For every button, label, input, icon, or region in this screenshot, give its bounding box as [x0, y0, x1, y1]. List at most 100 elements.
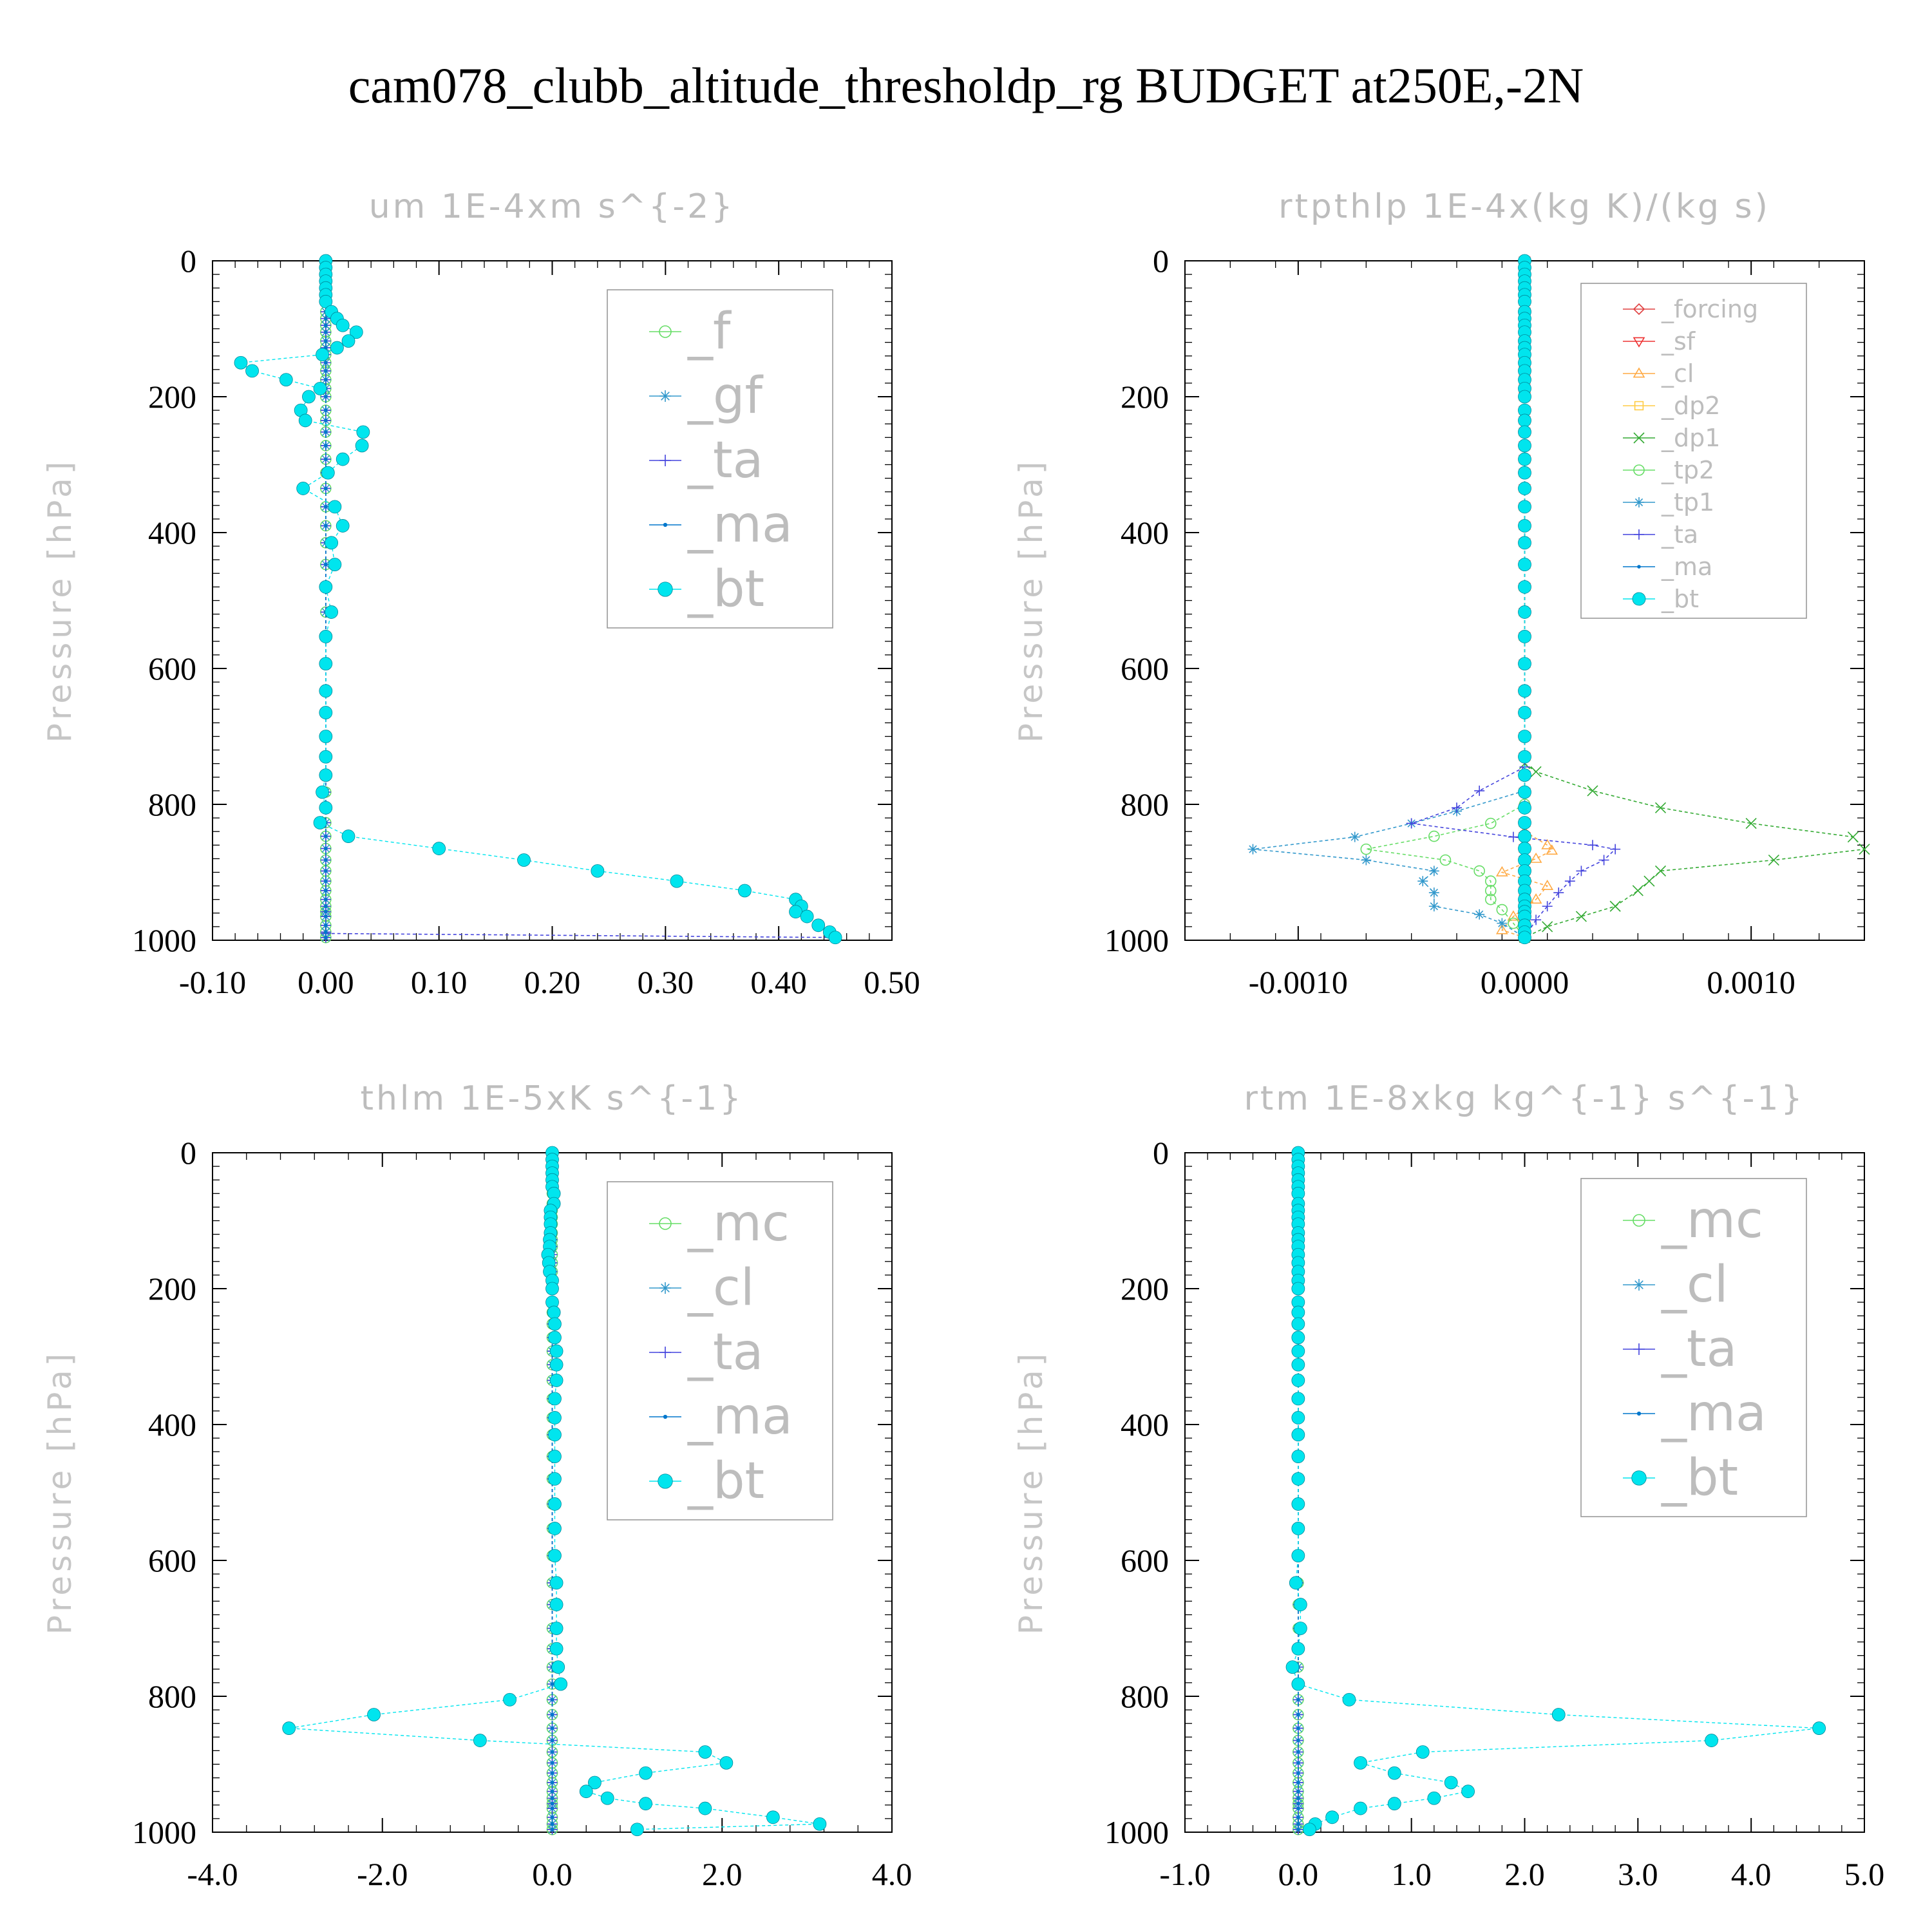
data-point: [1296, 1789, 1300, 1794]
data-point: [1296, 1738, 1300, 1743]
x-tick-labels: -0.10 0.00 0.10 0.20 0.30 0.40 0.50: [179, 261, 920, 1000]
legend-marker: [1634, 401, 1644, 411]
panel-title: thlm 1E-5xK s^{-1}: [361, 1079, 744, 1118]
data-point: [1406, 818, 1417, 829]
data-point: [550, 1806, 554, 1810]
legend-marker: [663, 522, 668, 527]
data-point: [1553, 887, 1564, 898]
x-tick-label: -0.0010: [1249, 964, 1348, 1000]
data-point: [1518, 730, 1531, 743]
legend-marker: [1633, 1214, 1645, 1227]
legend-marker: [1633, 464, 1645, 476]
data-point: [1285, 1660, 1300, 1674]
data-point: [1296, 1771, 1300, 1776]
data-point: [1643, 875, 1655, 887]
data-point: [550, 1698, 554, 1702]
data-point: [324, 923, 328, 927]
legend-label: _ma: [687, 1388, 793, 1446]
legend-box: [1580, 283, 1807, 619]
x-tick-labels: -0.0010 0.0000 0.0010: [1249, 261, 1795, 1000]
data-point: [245, 364, 259, 378]
series-line: [1524, 763, 1866, 938]
panel-rtm: 0 200 400 600 800 1000 -1.0 0.0 1.0 2.0 3.0 4.0 5.0…: [1012, 1079, 1884, 1892]
data-point: [1293, 1598, 1307, 1611]
data-point: [1530, 852, 1542, 863]
data-point: [1609, 900, 1621, 912]
data-point: [1293, 1622, 1307, 1635]
legend-marker: [658, 582, 673, 597]
series-marks: [1247, 254, 1870, 945]
panel-title: rtm 1E-8xkg kg^{-1} s^{-1}: [1244, 1079, 1804, 1118]
data-point: [324, 562, 328, 567]
x-tick-label: 0.0010: [1707, 964, 1795, 1000]
data-point: [550, 1789, 554, 1794]
data-point: [548, 1411, 562, 1425]
data-point: [1518, 536, 1531, 550]
data-point: [324, 879, 328, 884]
legend-marker: [1633, 337, 1645, 348]
data-point: [1518, 768, 1531, 782]
series-marks: [1285, 1146, 1826, 1837]
data-point: [319, 630, 333, 643]
data-point: [319, 800, 333, 815]
legend-marker: [659, 1347, 671, 1358]
figure-title: cam078_clubb_altitude_thresholdp_rg BUDG…: [348, 57, 1584, 113]
data-point: [1610, 844, 1621, 855]
data-point: [316, 348, 329, 361]
legend-box: [607, 1181, 833, 1520]
data-point: [1518, 842, 1531, 855]
data-point: [1291, 1392, 1305, 1406]
x-tick-labels: -1.0 0.0 1.0 2.0 3.0 4.0 5.0: [1159, 1153, 1884, 1892]
data-point: [324, 316, 328, 321]
y-tick-label: 1000: [1104, 1814, 1169, 1850]
data-point: [549, 1358, 564, 1372]
data-point: [1416, 1745, 1430, 1759]
data-point: [1291, 1282, 1305, 1296]
data-point: [549, 1344, 564, 1358]
data-point: [336, 318, 350, 332]
data-point: [1461, 1785, 1475, 1799]
data-point: [1542, 921, 1553, 933]
data-point: [1291, 1549, 1305, 1563]
legend: _mc _cl _ta _ma _bt: [607, 1181, 833, 1520]
y-axis-label: Pressure [hPa]: [1012, 458, 1050, 743]
legend-label: _bt: [1661, 585, 1699, 613]
data-point: [1518, 439, 1531, 453]
data-point: [1654, 802, 1667, 813]
data-point: [1518, 829, 1531, 843]
data-point: [1518, 630, 1531, 643]
y-tick-label: 400: [148, 1406, 196, 1443]
data-point: [1427, 1791, 1441, 1805]
data-point: [1518, 605, 1531, 619]
legend-label: _sf: [1661, 327, 1696, 355]
y-tick-label: 1000: [132, 922, 196, 958]
data-point: [319, 580, 333, 594]
data-point: [738, 884, 752, 898]
data-point: [1428, 901, 1439, 912]
data-point: [766, 1810, 780, 1824]
series-marks: [282, 1146, 827, 1837]
data-point: [319, 706, 333, 719]
x-tick-label: 4.0: [1731, 1856, 1772, 1892]
data-point: [324, 909, 328, 914]
series-bt: [1285, 1146, 1826, 1837]
data-point: [549, 1598, 564, 1611]
data-point: [1296, 1698, 1300, 1702]
data-point: [324, 377, 328, 382]
data-point: [550, 1822, 554, 1826]
data-point: [1576, 866, 1587, 876]
data-point: [1428, 866, 1439, 876]
legend-label: _ma: [687, 496, 793, 554]
data-point: [341, 334, 355, 348]
minor-ticks: [1184, 261, 1865, 940]
data-point: [1417, 876, 1428, 887]
data-point: [356, 425, 370, 439]
data-point: [1518, 500, 1531, 514]
data-point: [550, 1796, 554, 1801]
data-point: [341, 829, 355, 843]
data-point: [432, 842, 446, 855]
legend-label: _bt: [687, 560, 764, 618]
data-point: [324, 369, 328, 373]
data-point: [1518, 558, 1531, 571]
